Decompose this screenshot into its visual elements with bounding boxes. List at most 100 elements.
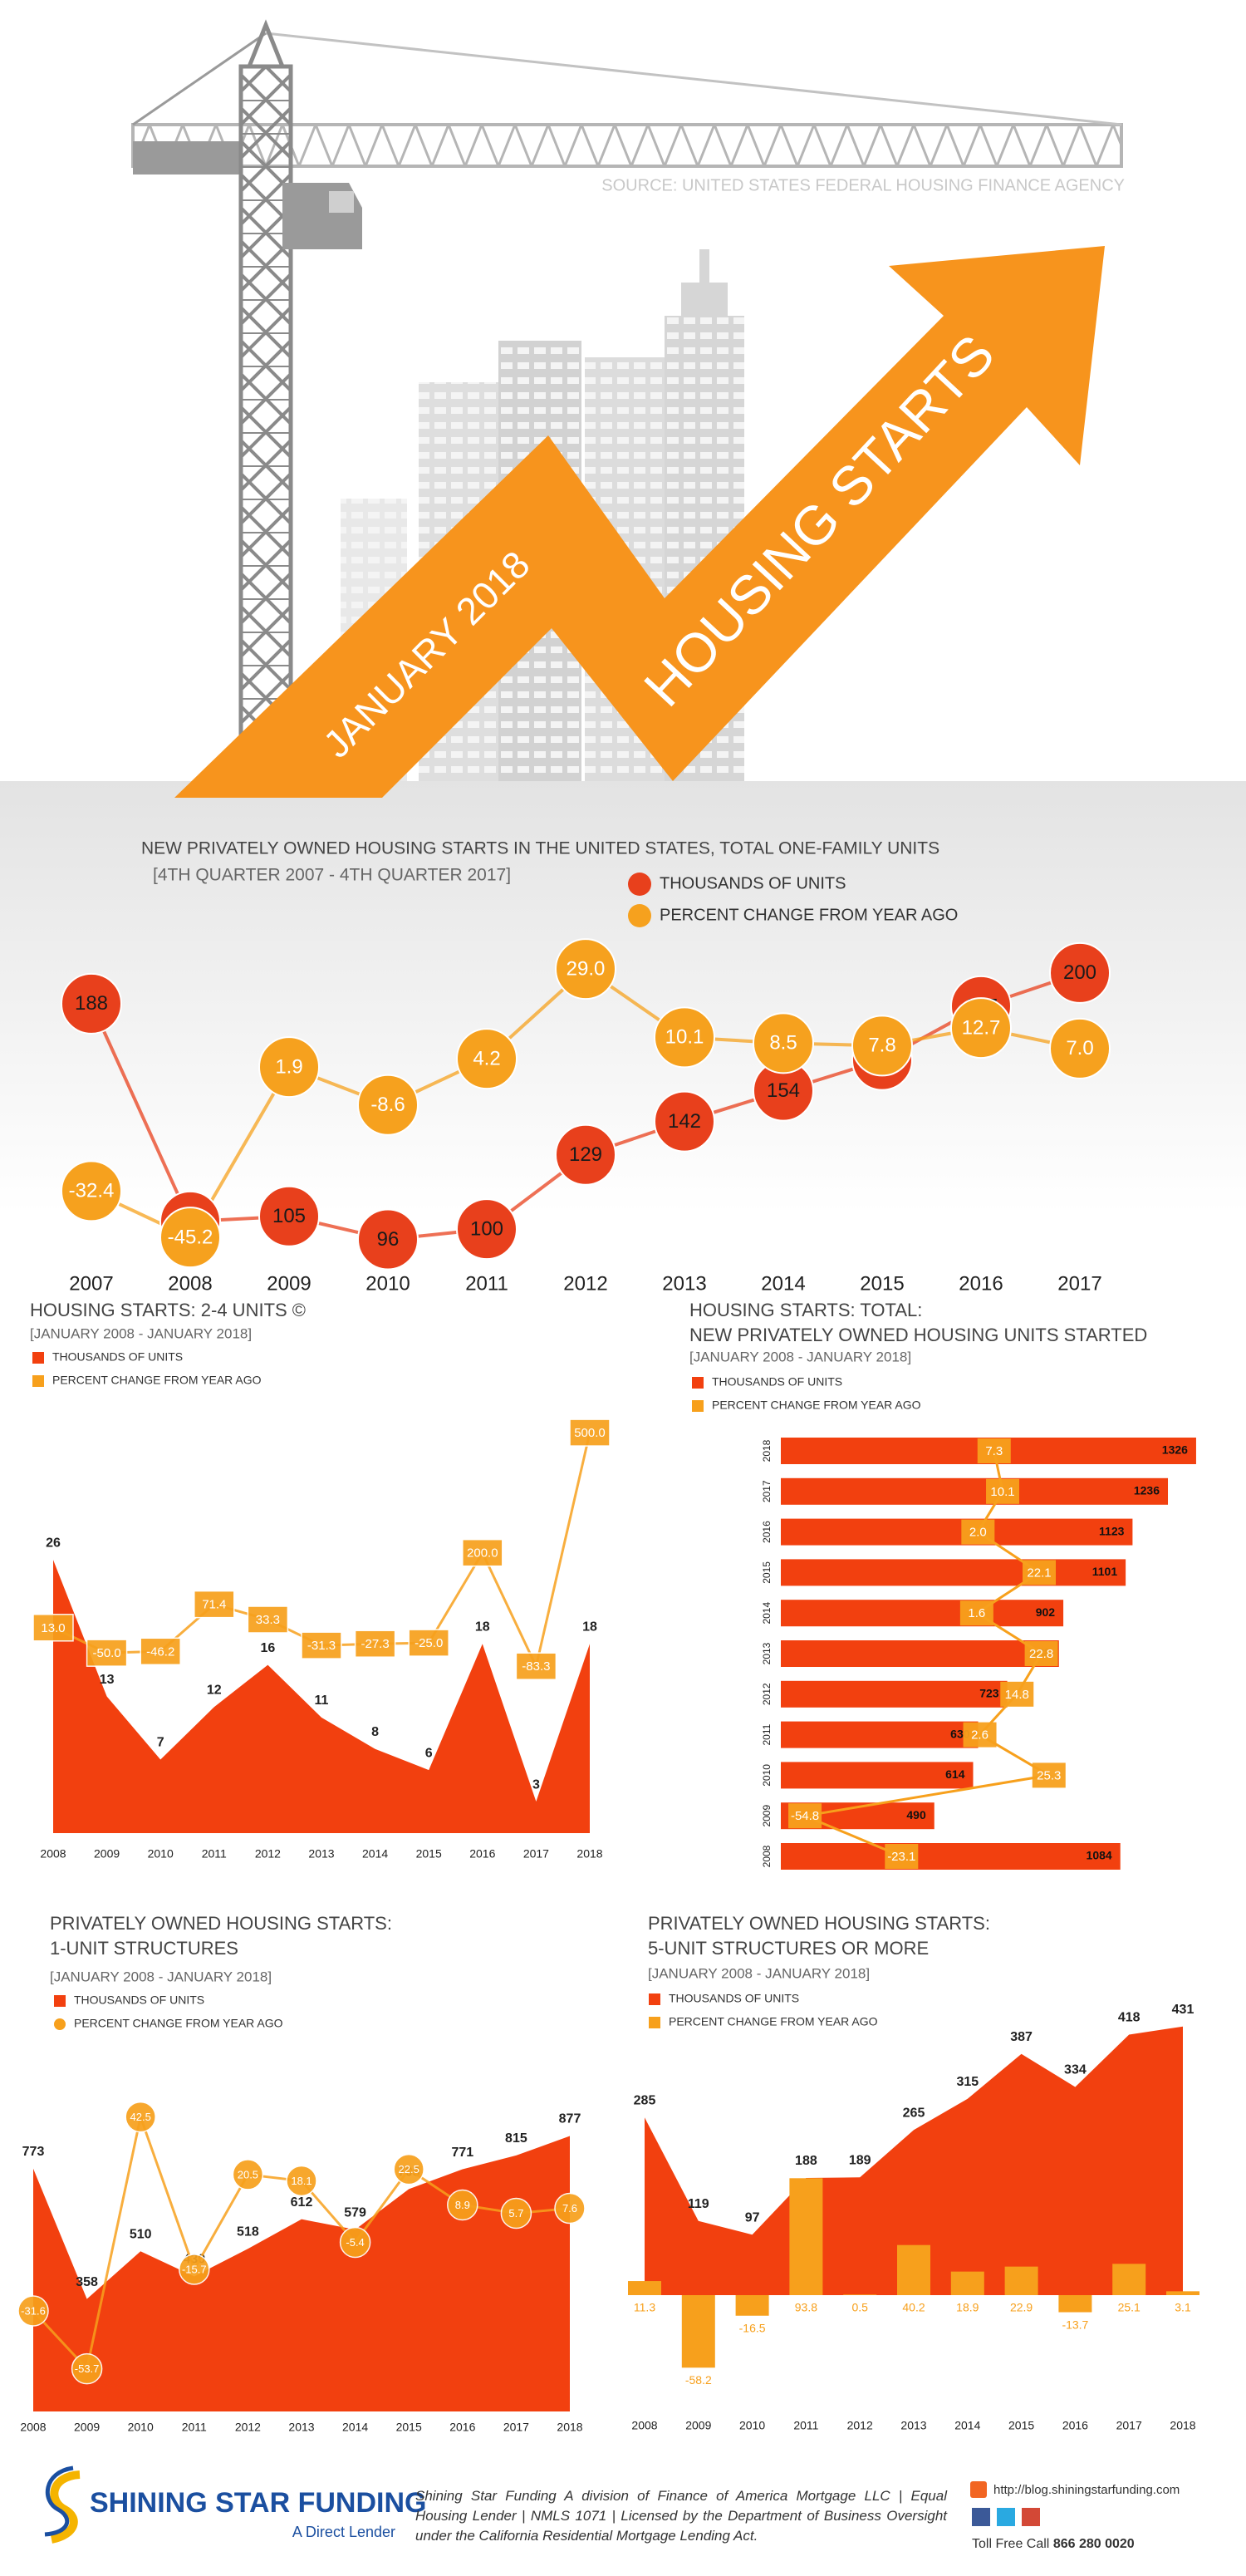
bar — [781, 1721, 979, 1748]
data-point — [159, 1207, 221, 1269]
x-tick-label: 2018 — [1170, 2419, 1195, 2432]
value-label: 188 — [795, 2154, 817, 2168]
value-label: 510 — [130, 2227, 152, 2241]
value-label: 6 — [425, 1746, 433, 1760]
data-point — [286, 2165, 317, 2197]
bar — [789, 2178, 823, 2295]
data-label: 22.5 — [399, 2163, 419, 2175]
value-label: 97 — [745, 2210, 760, 2225]
data-label: 18.1 — [291, 2175, 312, 2187]
data-point — [1049, 941, 1111, 1004]
value-label: 334 — [1064, 2063, 1087, 2077]
x-tick-label: 2014 — [954, 2419, 980, 2432]
x-tick-label: 2015 — [396, 2421, 422, 2434]
data-label: 7.3 — [985, 1444, 1003, 1458]
googleplus-icon[interactable] — [1022, 2508, 1040, 2526]
data-label: 2.0 — [969, 1526, 987, 1540]
y-tick-label: 2008 — [761, 1845, 773, 1867]
bar — [681, 2295, 715, 2368]
data-label: -25.0 — [415, 1636, 443, 1650]
data-point — [61, 972, 122, 1035]
data-point — [447, 2189, 478, 2221]
x-tick-label: 2010 — [365, 1272, 410, 1295]
value-label: 431 — [1172, 2003, 1194, 2017]
y-tick-label: 2009 — [761, 1805, 773, 1827]
data-label: -8.6 — [370, 1094, 405, 1116]
chart-subtitle: [JANUARY 2008 - JANUARY 2018] — [30, 1325, 252, 1341]
chart-title: HOUSING STARTS: TOTAL: — [689, 1300, 922, 1320]
x-tick-label: 2016 — [1062, 2419, 1088, 2432]
data-point — [515, 1652, 557, 1680]
x-tick-label: 2010 — [148, 1847, 174, 1861]
brand: SHINING STAR FUNDING — [90, 2487, 426, 2519]
data-point — [654, 1006, 715, 1069]
bar — [781, 1559, 1126, 1586]
legend-marker — [649, 1993, 660, 2005]
data-point — [788, 1803, 822, 1829]
chart-title: PRIVATELY OWNED HOUSING STARTS: — [50, 1913, 392, 1934]
data-label: 200 — [1063, 961, 1096, 984]
value-label: 265 — [903, 2106, 925, 2120]
value-label: 614 — [945, 1767, 965, 1781]
legend-label: PERCENT CHANGE FROM YEAR AGO — [74, 2017, 283, 2030]
x-tick-label: 2008 — [168, 1272, 212, 1295]
x-tick-label: 2014 — [761, 1272, 805, 1295]
phone-label: Toll Free Call — [972, 2537, 1049, 2551]
value-label: 16 — [261, 1641, 276, 1655]
data-label: 500.0 — [574, 1426, 606, 1440]
y-tick-label: 2017 — [761, 1480, 773, 1502]
bar — [1004, 2266, 1038, 2295]
value-label: 902 — [1036, 1605, 1056, 1619]
blog-icon — [970, 2481, 987, 2498]
value-label: 612 — [291, 2195, 313, 2210]
disclosure: Shining Star Funding A division of Finan… — [415, 2488, 947, 2544]
data-label: 20.5 — [238, 2168, 258, 2180]
value-label: 387 — [1010, 2030, 1033, 2044]
data-label: 1.9 — [275, 1055, 302, 1078]
x-tick-label: 2017 — [1057, 1272, 1101, 1295]
blog-url[interactable]: http://blog.shiningstarfunding.com — [993, 2483, 1180, 2497]
y-tick-label: 2016 — [761, 1521, 773, 1543]
data-label: 7.6 — [562, 2202, 577, 2215]
toll-free: Toll Free Call 866 280 0020 — [972, 2537, 1135, 2551]
data-point — [1032, 1762, 1066, 1788]
area — [33, 2136, 570, 2411]
value-label: 26 — [46, 1536, 61, 1550]
legend-label: THOUSANDS OF UNITS — [712, 1375, 842, 1389]
value-label: 11.3 — [634, 2301, 655, 2314]
value-label: 518 — [237, 2225, 259, 2239]
data-point — [963, 1722, 997, 1748]
legend-label: THOUSANDS OF UNITS — [669, 1992, 799, 2005]
bar — [897, 2244, 930, 2295]
data-point — [301, 1631, 342, 1659]
data-point — [851, 1015, 913, 1077]
chart-subtitle: [JANUARY 2008 - JANUARY 2018] — [50, 1969, 272, 1984]
data-label: 129 — [569, 1143, 602, 1166]
x-tick-label: 2013 — [288, 2421, 314, 2434]
x-tick-label: 2013 — [900, 2419, 926, 2432]
twitter-icon[interactable] — [997, 2508, 1015, 2526]
legend-marker — [54, 2018, 66, 2030]
data-label: 13.0 — [41, 1621, 65, 1635]
data-label: -15.7 — [182, 2263, 207, 2275]
bar — [781, 1762, 974, 1789]
data-label: 10.1 — [990, 1485, 1014, 1499]
data-point — [654, 1090, 715, 1153]
bar — [781, 1680, 1008, 1708]
x-tick-label: 2011 — [202, 1847, 227, 1861]
x-tick-label: 2017 — [523, 1847, 549, 1861]
value-label: -16.5 — [739, 2321, 766, 2334]
data-label: -27.3 — [361, 1637, 389, 1651]
source: SOURCE: UNITED STATES FEDERAL HOUSING FI… — [601, 176, 1125, 194]
facebook-icon[interactable] — [972, 2508, 990, 2526]
value-label: 1084 — [1087, 1849, 1112, 1862]
data-point — [500, 2197, 532, 2229]
x-tick-label: 2009 — [685, 2419, 711, 2432]
legend-marker — [32, 1352, 44, 1364]
data-label: -32.4 — [69, 1180, 115, 1202]
data-point — [71, 2352, 103, 2385]
value-label: 18 — [582, 1620, 597, 1635]
data-point — [194, 1590, 235, 1619]
data-label: 96 — [377, 1228, 400, 1251]
